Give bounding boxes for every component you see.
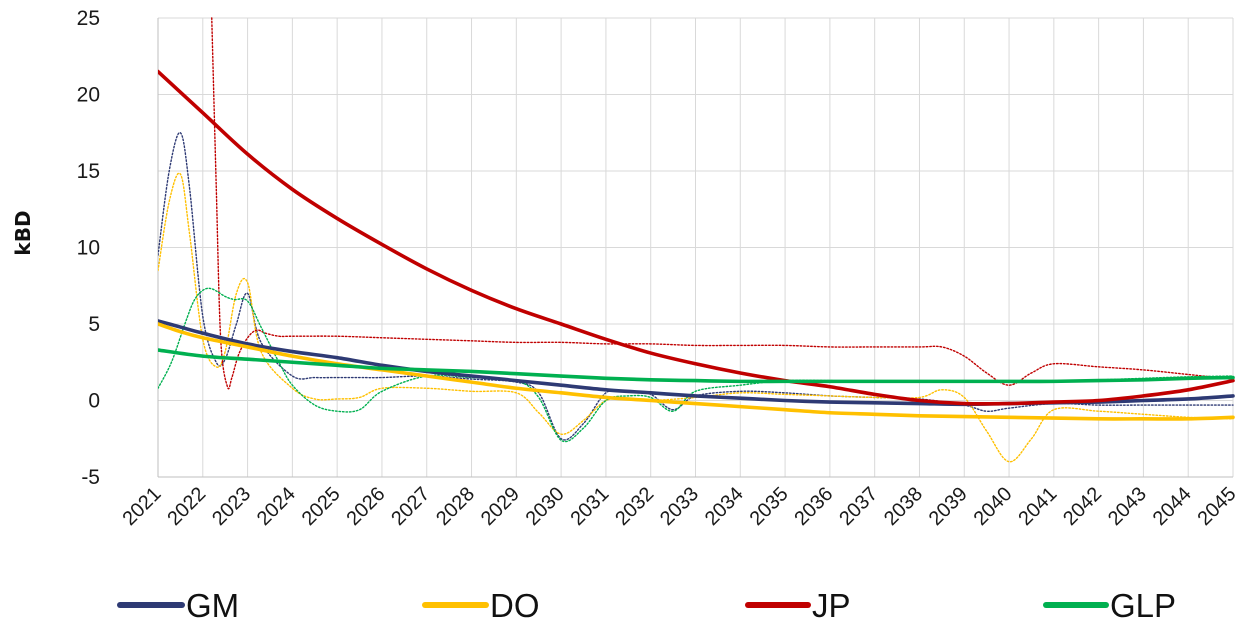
x-tick-label: 2027 [387,483,434,530]
x-tick-label: 2028 [432,483,479,530]
series-layer [158,17,1235,463]
x-tick-label: 2026 [342,483,389,530]
y-tick-label: 10 [77,237,100,260]
y-tick-label: 5 [88,313,100,336]
gm-legend-label: GM [186,587,239,624]
x-tick-label: 2039 [925,483,972,530]
glp-series-line [158,348,1235,384]
x-tick-label: 2036 [790,483,837,530]
x-tick-label: 2029 [477,483,524,530]
x-tick-label: 2041 [1014,483,1061,530]
y-axis-label: kBD [11,210,35,255]
chart-grid [157,17,1234,478]
x-tick-label: 2034 [701,483,748,530]
x-tick-label: 2045 [1194,483,1235,530]
y-tick-label: 15 [77,160,100,183]
y-tick-label: 20 [77,84,100,107]
x-tick-label: 2033 [656,483,703,530]
x-tick-label: 2025 [298,483,345,530]
jp-legend-label: JP [812,587,851,624]
y-tick-label: 25 [77,7,100,30]
y-tick-label: -5 [81,466,100,489]
chart-legend: GM DO JP GLP [117,587,1176,624]
y-tick-label: 0 [88,390,100,413]
trend-dotted-series-line [211,17,1234,390]
jp-series-line [158,69,1235,406]
x-tick-label: 2032 [611,483,658,530]
x-tick-label: 2021 [119,483,166,530]
x-tick-label: 2037 [835,483,882,530]
x-axis-ticks: 2021202220232024202520262027202820292030… [119,483,1235,530]
x-tick-label: 2042 [1059,483,1106,530]
x-tick-label: 2023 [208,483,255,530]
x-tick-label: 2030 [522,483,569,530]
x-tick-label: 2044 [1149,483,1196,530]
x-tick-label: 2031 [566,483,613,530]
do-series-line [158,322,1235,421]
x-tick-label: 2022 [163,483,210,530]
do-legend-label: DO [490,587,540,624]
x-tick-label: 2024 [253,483,300,530]
y-axis-ticks: 25 20 15 10 5 0 -5 [77,7,100,489]
x-tick-label: 2043 [1104,483,1151,530]
x-tick-label: 2040 [970,483,1017,530]
trend-dotted-series-line [158,172,1234,463]
x-tick-label: 2035 [746,483,793,530]
x-tick-label: 2038 [880,483,927,530]
glp-legend-label: GLP [1110,587,1176,624]
